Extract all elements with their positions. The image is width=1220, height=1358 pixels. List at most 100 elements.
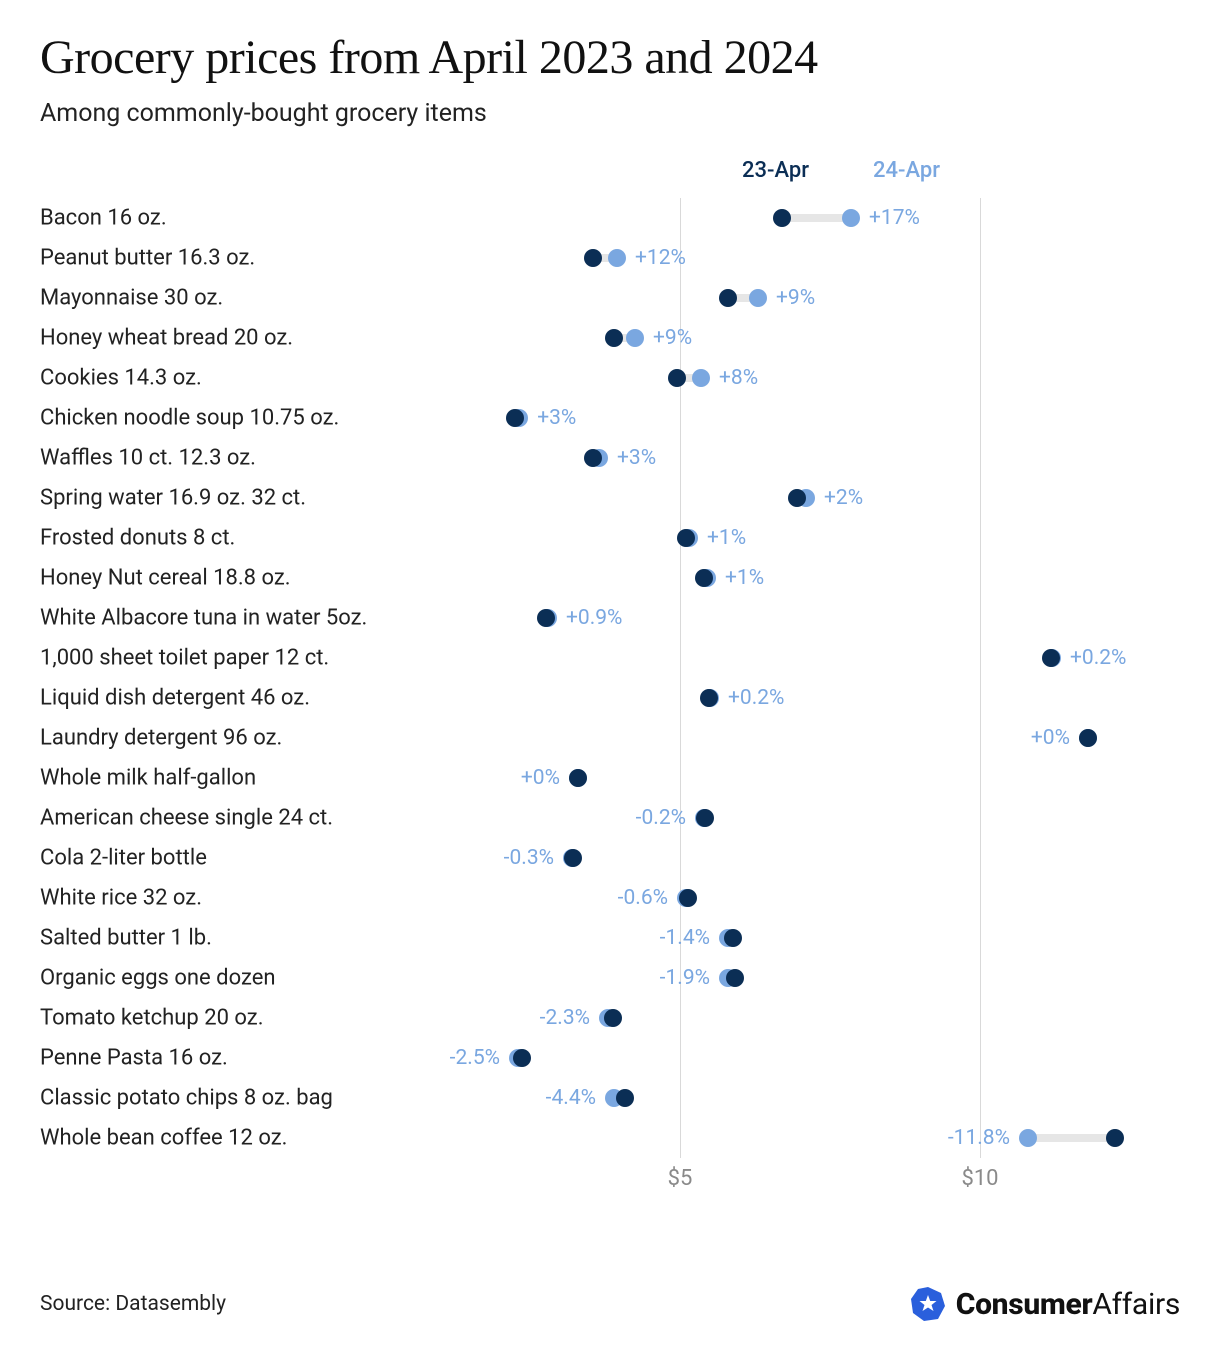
row-label: Cookies 14.3 oz. — [40, 365, 202, 390]
dot-2024 — [1019, 1129, 1037, 1147]
row-label: White Albacore tuna in water 5oz. — [40, 605, 367, 630]
dot-2023 — [679, 889, 697, 907]
axis-tick-label: $10 — [961, 1166, 998, 1191]
chart-legend: 23-Apr 24-Apr — [40, 158, 1180, 192]
source-label: Source: Datasembly — [40, 1292, 226, 1316]
connector — [782, 214, 851, 222]
row-label: Whole milk half-gallon — [40, 765, 256, 790]
pct-label: +3% — [537, 406, 576, 430]
row-label: Classic potato chips 8 oz. bag — [40, 1085, 333, 1110]
row-label: Peanut butter 16.3 oz. — [40, 245, 255, 270]
row-label: Whole bean coffee 12 oz. — [40, 1125, 287, 1150]
pct-label: +12% — [635, 246, 686, 270]
row-label: Waffles 10 ct. 12.3 oz. — [40, 445, 256, 470]
chart-rows: Bacon 16 oz. +17% Peanut butter 16.3 oz. +1… — [40, 198, 1180, 1158]
row-label: Liquid dish detergent 46 oz. — [40, 685, 310, 710]
row-label: Salted butter 1 lb. — [40, 925, 212, 950]
dot-2023 — [564, 849, 582, 867]
dot-2023 — [773, 209, 791, 227]
chart-row: Liquid dish detergent 46 oz. +0.2% — [40, 678, 1180, 718]
dot-2023 — [537, 609, 555, 627]
dot-2023 — [668, 369, 686, 387]
pct-label: +1% — [725, 566, 764, 590]
row-label: Organic eggs one dozen — [40, 965, 276, 990]
dot-2023 — [726, 969, 744, 987]
dot-2024 — [608, 249, 626, 267]
pct-label: -11.8% — [948, 1126, 1010, 1150]
pct-label: -1.9% — [660, 966, 710, 990]
pct-label: -2.3% — [540, 1006, 590, 1030]
pct-label: +0.9% — [566, 606, 622, 630]
row-label: White rice 32 oz. — [40, 885, 202, 910]
chart-row: Penne Pasta 16 oz. -2.5% — [40, 1038, 1180, 1078]
chart-row: Waffles 10 ct. 12.3 oz. +3% — [40, 438, 1180, 478]
pct-label: +9% — [776, 286, 815, 310]
dot-2023 — [788, 489, 806, 507]
chart-row: Chicken noodle soup 10.75 oz. +3% — [40, 398, 1180, 438]
page-title: Grocery prices from April 2023 and 2024 — [40, 32, 1180, 85]
brand-badge-icon — [910, 1286, 946, 1322]
dot-2023 — [584, 449, 602, 467]
dot-2024 — [749, 289, 767, 307]
chart-row: Cola 2-liter bottle -0.3% — [40, 838, 1180, 878]
dumbbell-chart: 23-Apr 24-Apr Bacon 16 oz. +17% Peanut but… — [40, 158, 1180, 1208]
legend-2024: 24-Apr — [873, 158, 940, 183]
legend-2023: 23-Apr — [742, 158, 809, 183]
row-label: Bacon 16 oz. — [40, 205, 167, 230]
pct-label: +17% — [869, 206, 920, 230]
row-label: Penne Pasta 16 oz. — [40, 1045, 228, 1070]
row-label: Spring water 16.9 oz. 32 ct. — [40, 485, 306, 510]
dot-2023 — [1079, 729, 1097, 747]
dot-2023 — [700, 689, 718, 707]
dot-2023 — [724, 929, 742, 947]
row-label: Laundry detergent 96 oz. — [40, 725, 282, 750]
dot-2023 — [569, 769, 587, 787]
dot-2023 — [719, 289, 737, 307]
row-label: Chicken noodle soup 10.75 oz. — [40, 405, 339, 430]
chart-row: Organic eggs one dozen -1.9% — [40, 958, 1180, 998]
brand-text: ConsumerAffairs — [956, 1287, 1180, 1322]
pct-label: +0% — [521, 766, 560, 790]
pct-label: -4.4% — [546, 1086, 596, 1110]
chart-row: White rice 32 oz. -0.6% — [40, 878, 1180, 918]
chart-row: Frosted donuts 8 ct.+1% — [40, 518, 1180, 558]
pct-label: +0.2% — [728, 686, 784, 710]
dot-2023 — [695, 569, 713, 587]
chart-row: Mayonnaise 30 oz.+9% — [40, 278, 1180, 318]
dot-2023 — [605, 329, 623, 347]
axis-tick-label: $5 — [668, 1166, 693, 1191]
dot-2023 — [604, 1009, 622, 1027]
chart-row: Laundry detergent 96 oz.+0% — [40, 718, 1180, 758]
row-label: Cola 2-liter bottle — [40, 845, 207, 870]
pct-label: -2.5% — [450, 1046, 500, 1070]
pct-label: -1.4% — [660, 926, 710, 950]
chart-row: Honey Nut cereal 18.8 oz.+1% — [40, 558, 1180, 598]
pct-label: +8% — [719, 366, 758, 390]
chart-row: Salted butter 1 lb. -1.4% — [40, 918, 1180, 958]
chart-row: Peanut butter 16.3 oz. +12% — [40, 238, 1180, 278]
chart-row: Whole bean coffee 12 oz. -11.8% — [40, 1118, 1180, 1158]
pct-label: +0.2% — [1070, 646, 1126, 670]
chart-row: Bacon 16 oz. +17% — [40, 198, 1180, 238]
row-label: Honey wheat bread 20 oz. — [40, 325, 293, 350]
chart-row: White Albacore tuna in water 5oz. +0.9% — [40, 598, 1180, 638]
dot-2023 — [1106, 1129, 1124, 1147]
pct-label: +3% — [617, 446, 656, 470]
pct-label: -0.2% — [636, 806, 686, 830]
pct-label: +9% — [653, 326, 692, 350]
x-axis: $5 $10 — [40, 1158, 1180, 1198]
row-label: Tomato ketchup 20 oz. — [40, 1005, 264, 1030]
connector — [1028, 1134, 1115, 1142]
pct-label: -0.6% — [618, 886, 668, 910]
chart-row: Classic potato chips 8 oz. bag -4.4% — [40, 1078, 1180, 1118]
chart-row: Cookies 14.3 oz. +8% — [40, 358, 1180, 398]
dot-2023 — [506, 409, 524, 427]
chart-row: Whole milk half-gallon +0% — [40, 758, 1180, 798]
dot-2023 — [513, 1049, 531, 1067]
page-subtitle: Among commonly-bought grocery items — [40, 99, 1180, 128]
row-label: Frosted donuts 8 ct. — [40, 525, 235, 550]
pct-label: -0.3% — [504, 846, 554, 870]
dot-2023 — [696, 809, 714, 827]
chart-row: Tomato ketchup 20 oz. -2.3% — [40, 998, 1180, 1038]
chart-row: Honey wheat bread 20 oz. +9% — [40, 318, 1180, 358]
